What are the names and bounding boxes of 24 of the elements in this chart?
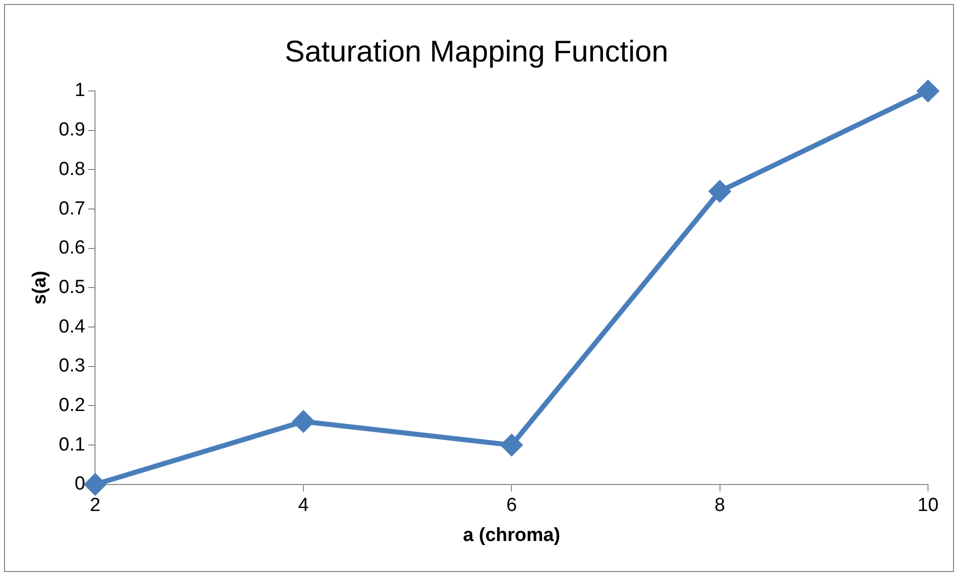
y-tick-label: 0.9 bbox=[58, 120, 86, 141]
y-tick-label: 0.7 bbox=[58, 198, 86, 220]
x-tick-label: 8 bbox=[714, 495, 726, 516]
x-axis-title: a (chroma) bbox=[463, 524, 560, 546]
y-tick-label: 0.4 bbox=[58, 316, 86, 338]
x-tick-label: 10 bbox=[917, 495, 939, 516]
x-tick-label: 4 bbox=[298, 495, 310, 516]
y-tick-label: 1 bbox=[74, 80, 86, 102]
x-tick-label: 2 bbox=[90, 495, 100, 516]
y-tick-label: 0.2 bbox=[58, 394, 86, 416]
y-tick-label: 0.5 bbox=[58, 276, 86, 298]
y-tick-label: 0.6 bbox=[58, 238, 86, 259]
x-tick-label: 6 bbox=[506, 495, 517, 516]
point bbox=[84, 474, 106, 495]
y-tick-label: 0.3 bbox=[58, 356, 86, 377]
y-axis-title: s(a) bbox=[30, 270, 51, 305]
point bbox=[709, 180, 730, 202]
y-tick-label: 0.1 bbox=[58, 434, 86, 456]
point bbox=[918, 80, 938, 102]
chart-title: Saturation Mapping Function bbox=[284, 35, 668, 68]
y-tick-label: 0 bbox=[74, 474, 86, 495]
point bbox=[292, 410, 314, 432]
point bbox=[501, 434, 522, 456]
y-tick-label: 0.8 bbox=[58, 158, 86, 180]
